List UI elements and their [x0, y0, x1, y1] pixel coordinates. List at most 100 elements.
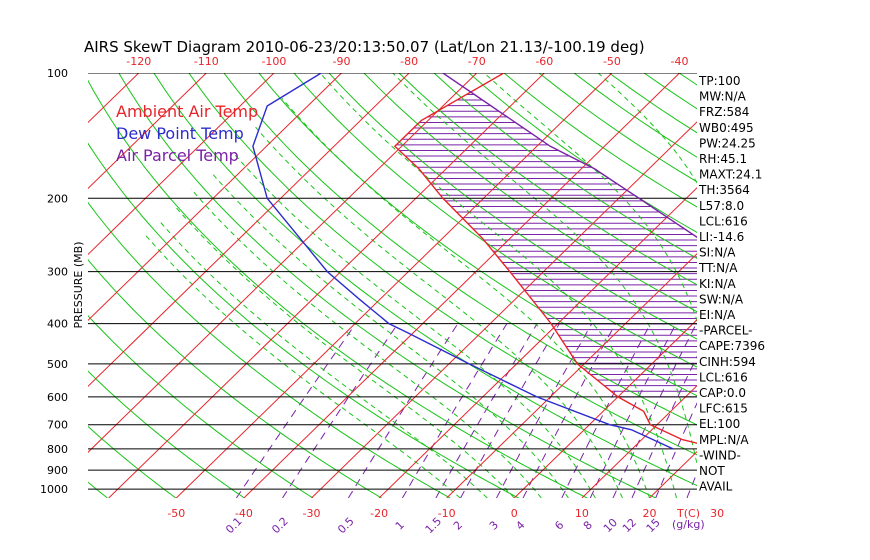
top-temp-tick-label: -90 [333, 55, 351, 68]
index-item: LCL:616 [699, 214, 748, 228]
pressure-tick-label: 700 [47, 419, 68, 432]
dry-adiabat [88, 425, 177, 498]
mixing-ratio-tick-label: 10 [601, 516, 620, 535]
bottom-unit-label: T(C) [676, 507, 700, 520]
mixing-ratio-tick-label: 12 [620, 516, 639, 535]
isotherms [0, 73, 870, 498]
plot-area [0, 73, 870, 498]
mixing-ratio-line [282, 323, 399, 498]
mixing-ratio-tick-label: 6 [552, 518, 566, 532]
y-axis-label: PRESSURE (MB) [72, 242, 85, 329]
index-item: -PARCEL- [699, 324, 753, 338]
isotherm [311, 121, 697, 498]
isotherm [446, 253, 697, 498]
pressure-tick-label: 100 [47, 67, 68, 80]
index-item: CAP:0.0 [699, 386, 746, 400]
dry-adiabat [398, 73, 697, 286]
isotherm [88, 73, 410, 387]
isotherm [852, 73, 870, 498]
moist-adiabat [190, 188, 542, 498]
mixing-ratio-tick-label: 4 [513, 518, 527, 532]
dry-adiabats [0, 73, 870, 498]
isotherm [88, 73, 207, 190]
bottom-temp-tick-label: -30 [303, 507, 321, 520]
index-item: FRZ:584 [699, 105, 749, 119]
bottom-temp-tick-label: -50 [167, 507, 185, 520]
mixing-ratio-line [766, 324, 833, 498]
legend-entry: Ambient Air Temp [116, 102, 258, 121]
dry-adiabat [0, 73, 39, 498]
dry-adiabat [88, 79, 588, 498]
dry-adiabat [819, 73, 870, 498]
dry-adiabat [88, 370, 245, 498]
pressure-tick-label: 300 [47, 266, 68, 279]
moist-adiabat [281, 97, 650, 498]
index-item: NOT [699, 464, 725, 478]
mixing-ratio-line [631, 355, 697, 498]
dry-adiabat [433, 73, 697, 259]
dry-adiabat [88, 142, 519, 498]
top-temp-tick-label: -110 [194, 55, 219, 68]
dry-adiabat [784, 73, 870, 498]
index-item: AVAIL [699, 480, 733, 494]
pressure-tick-label: 800 [47, 443, 68, 456]
moist-adiabat [175, 206, 515, 498]
mixing-ratio-unit-label: (g/kg) [672, 518, 705, 531]
bottom-temp-tick-label: -40 [235, 507, 253, 520]
mixing-ratio-line [401, 323, 508, 498]
dry-adiabat [188, 73, 697, 456]
index-item: TH:3564 [698, 183, 750, 197]
index-item: LI:-14.6 [699, 230, 744, 244]
dry-adiabat [88, 314, 314, 498]
legend-entry: Air Parcel Temp [116, 146, 239, 165]
mixing-ratio-tick-label: 8 [581, 518, 595, 532]
index-item: KI:N/A [699, 277, 736, 291]
dry-adiabat [118, 73, 656, 498]
moist-adiabat [144, 234, 461, 498]
index-item: SI:N/A [699, 246, 736, 260]
top-temp-tick-label: -60 [535, 55, 553, 68]
isotherm [378, 187, 697, 498]
index-item: LCL:616 [699, 370, 748, 384]
isotherm [513, 319, 697, 498]
legend-entry: Dew Point Temp [116, 124, 244, 143]
dry-adiabat [328, 73, 697, 340]
moist-adiabat [392, 73, 697, 467]
isobars [88, 73, 697, 490]
mixing-ratio-tick-label: 3 [487, 518, 501, 532]
bottom-temp-tick-label: 0 [511, 507, 518, 520]
isotherm [108, 73, 545, 498]
isotherm [88, 73, 478, 453]
isotherm [175, 73, 613, 498]
index-item: L57:8.0 [699, 199, 744, 213]
moist-adiabat [212, 173, 569, 498]
bottom-temp-tick-label: -10 [438, 507, 456, 520]
index-item: TP:100 [698, 74, 741, 88]
chart-title: AIRS SkewT Diagram 2010-06-23/20:13:50.0… [84, 38, 645, 56]
index-item: SW:N/A [699, 292, 744, 306]
mixing-ratio-line [435, 323, 538, 498]
dry-adiabat [258, 73, 697, 397]
mixing-ratio-tick-label: 2 [451, 518, 465, 532]
mixing-ratio-line [655, 402, 697, 498]
index-item: -WIND- [699, 448, 741, 462]
moist-adiabat [157, 219, 488, 498]
index-item: RH:45.1 [699, 152, 747, 166]
dry-adiabat [363, 73, 697, 313]
top-temp-tick-label: -40 [671, 55, 689, 68]
moist-adiabat [483, 73, 697, 322]
isotherm [88, 73, 275, 256]
top-temp-tick-label: -120 [126, 55, 151, 68]
pressure-tick-label: 400 [47, 318, 68, 331]
index-item: MPL:N/A [699, 433, 749, 447]
isotherm [0, 73, 71, 498]
top-temp-tick-label: -50 [603, 55, 621, 68]
isotherm [785, 73, 870, 498]
moist-adiabat [319, 73, 677, 498]
dry-adiabat [503, 73, 697, 208]
mixing-ratio-line [589, 323, 677, 498]
pressure-tick-label: 1000 [40, 483, 68, 496]
chart-legend: Ambient Air Temp Dew Point Temp Air Parcel… [116, 102, 258, 165]
